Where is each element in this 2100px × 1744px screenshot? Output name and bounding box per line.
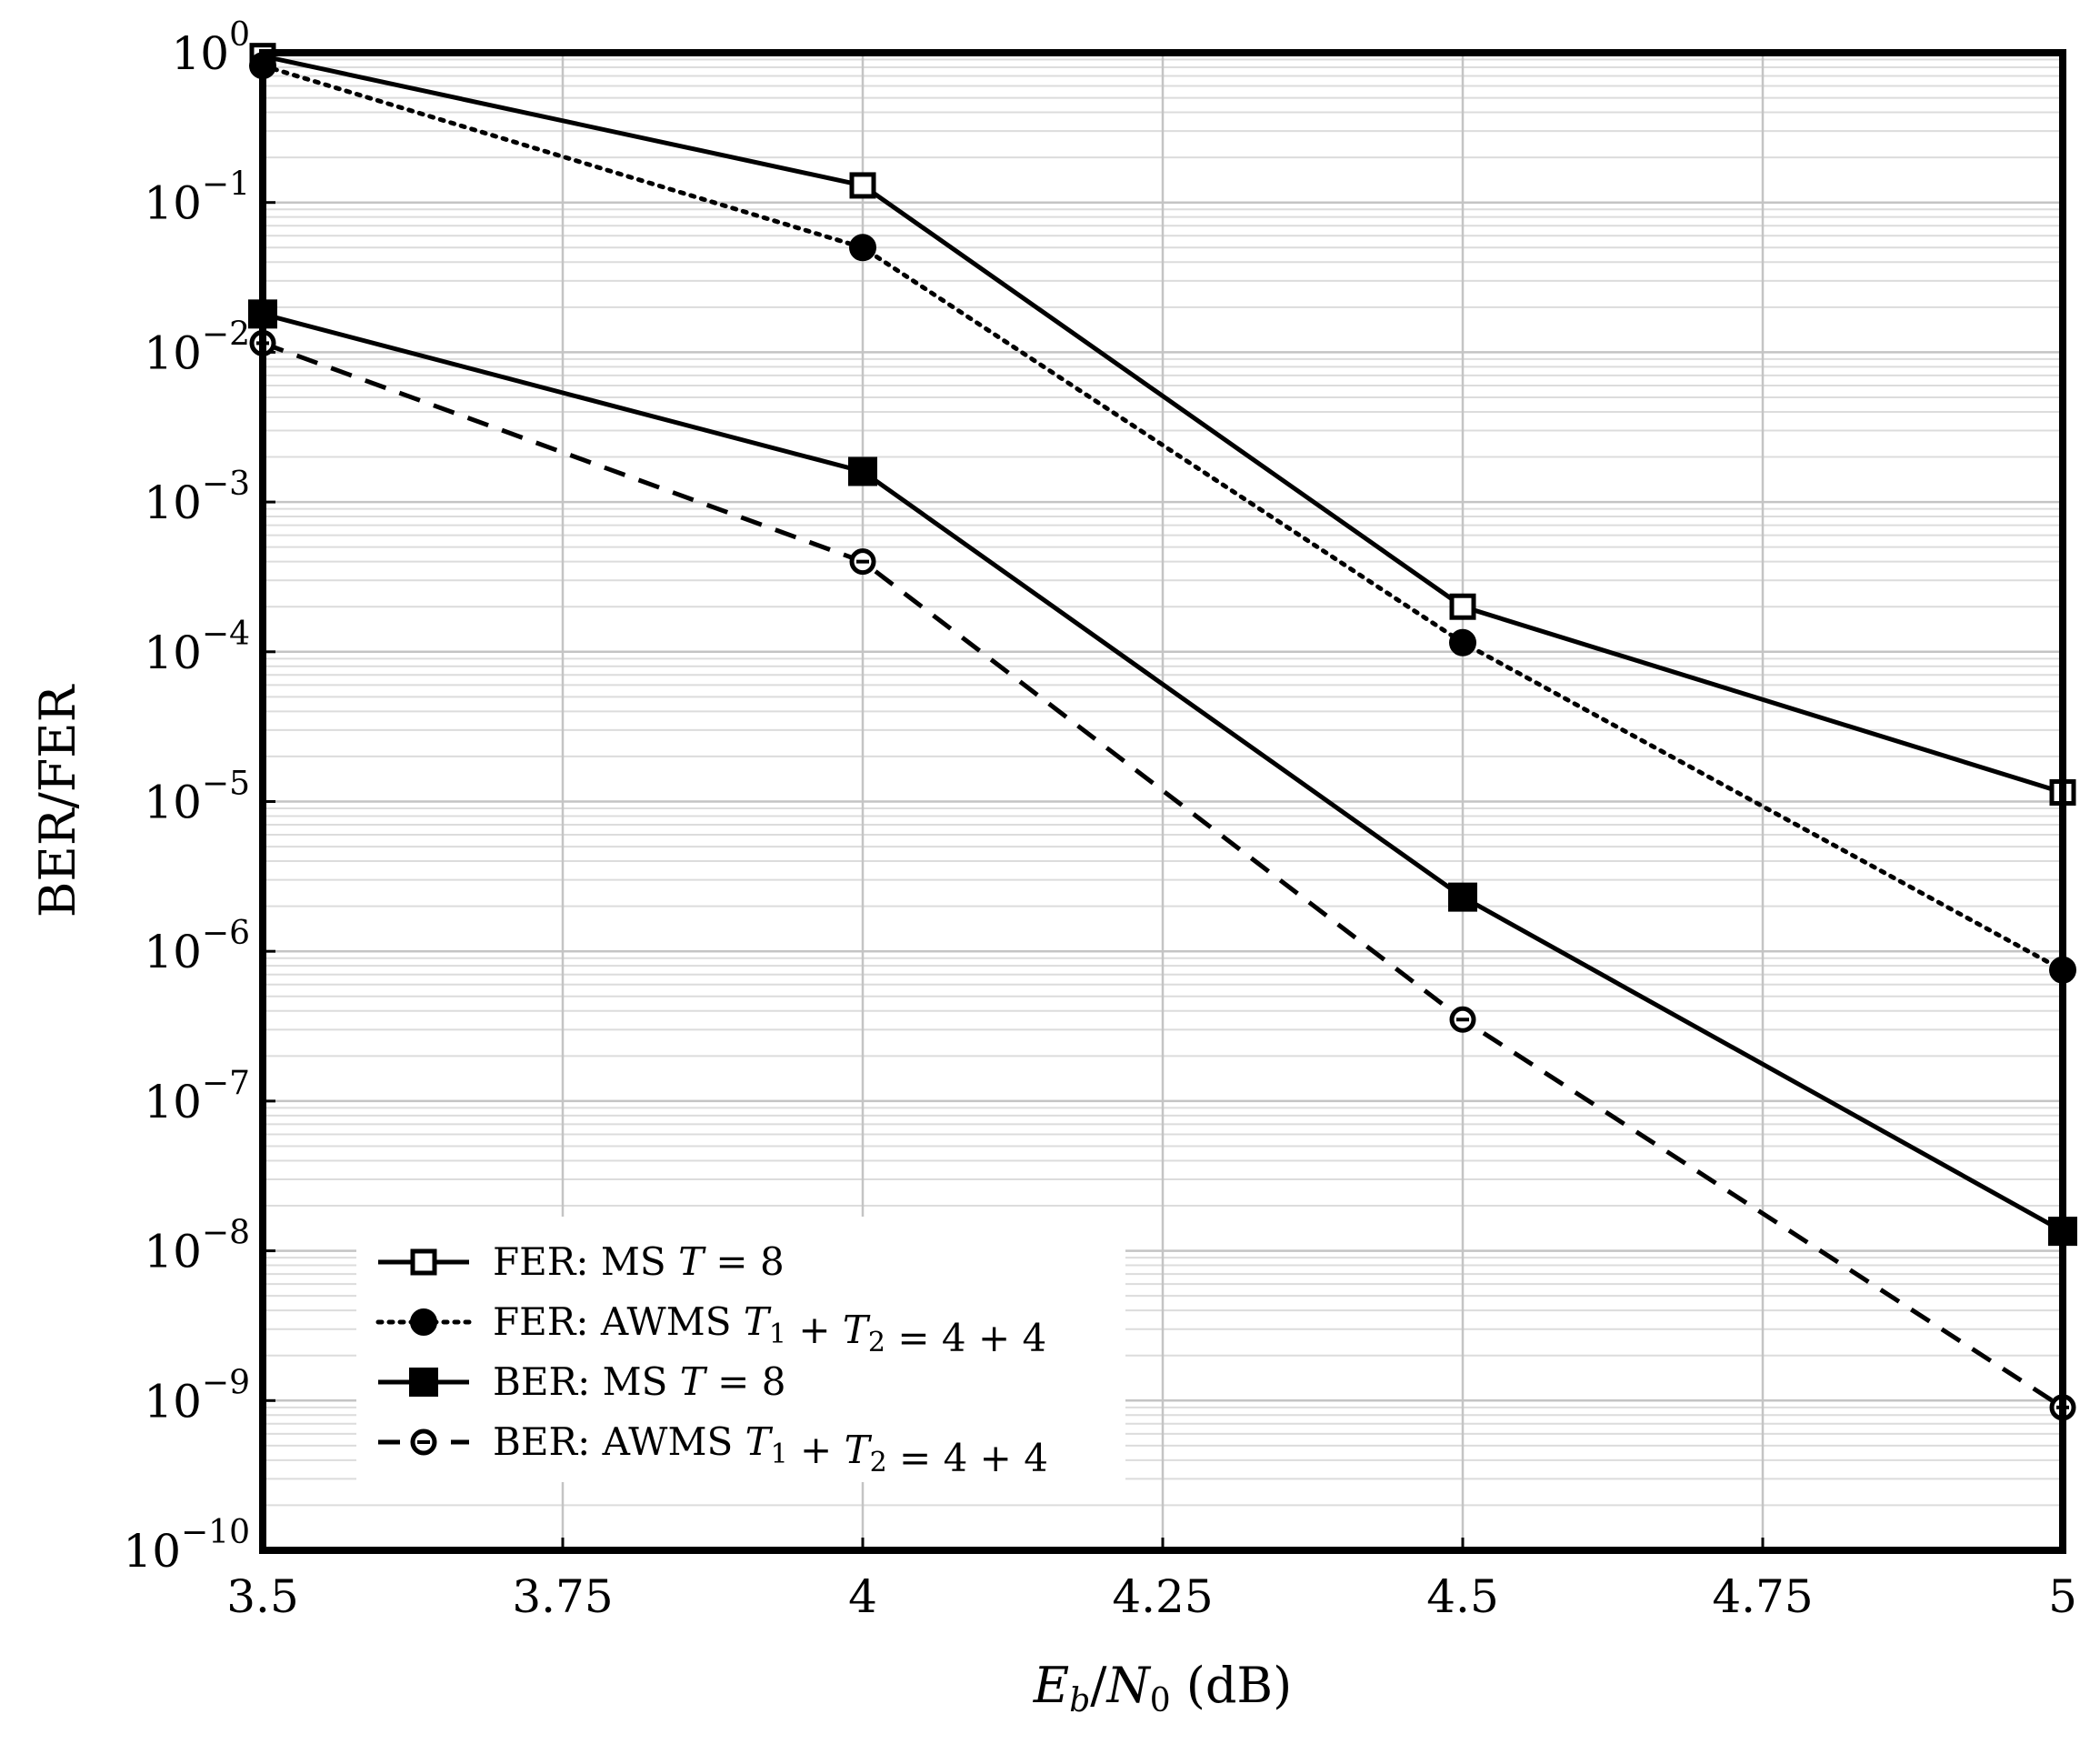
x-tick-label: 4.5 — [1426, 1570, 1499, 1623]
y-axis-ticks: 100 10−1 10−2 10−3 10−4 10−5 10−6 10−7 10−8 10−9 1… — [123, 16, 275, 1578]
y-tick-label: 10−7 — [144, 1065, 250, 1128]
marker-circle-filled — [849, 234, 876, 262]
series-line — [262, 311, 2065, 1234]
y-axis-title: BER/FER — [29, 684, 86, 917]
series-line — [262, 54, 2064, 795]
marker-square-open — [1449, 593, 1476, 620]
legend-entry: BER: AWMS T1 + T2 = 4 + 4 — [378, 1419, 1048, 1480]
x-tick-label: 3.75 — [512, 1570, 613, 1623]
series-3 — [248, 299, 2077, 1247]
marker-square-open — [849, 172, 876, 199]
series-line — [260, 63, 2065, 973]
legend-entry: BER: MS T = 8 — [378, 1359, 785, 1404]
x-axis-ticks: 3.5 3.75 4 4.25 4.5 4.75 5 — [226, 1538, 2077, 1623]
marker-circle-filled — [410, 1308, 437, 1336]
x-axis-title: Eb/N0 (dB) — [1033, 1657, 1292, 1719]
legend-label: BER: AWMS T1 + T2 = 4 + 4 — [493, 1419, 1048, 1480]
marker-square-filled — [409, 1368, 438, 1397]
y-tick-label: 10−5 — [144, 766, 250, 829]
y-tick-label: 10−4 — [144, 616, 250, 679]
y-tick-label: 10−3 — [144, 466, 250, 529]
legend-entry: FER: AWMS T1 + T2 = 4 + 4 — [375, 1299, 1046, 1360]
x-tick-label: 4.75 — [1712, 1570, 1813, 1623]
y-tick-label: 10−6 — [144, 915, 250, 978]
y-tick-label: 10−9 — [144, 1364, 250, 1428]
legend-entry: FER: MS T = 8 — [378, 1239, 785, 1284]
marker-square-filled — [1448, 882, 1477, 912]
legend-label: FER: MS T = 8 — [493, 1239, 785, 1284]
marker-circle-open — [410, 1428, 437, 1456]
x-tick-label: 4.25 — [1112, 1570, 1213, 1623]
x-tick-label: 4 — [848, 1570, 877, 1623]
series-line — [262, 341, 2065, 1409]
y-tick-label: 10−10 — [123, 1514, 250, 1578]
y-tick-label: 10−8 — [144, 1215, 250, 1278]
x-tick-label: 3.5 — [226, 1570, 299, 1623]
legend-label: BER: MS T = 8 — [493, 1359, 785, 1404]
marker-square-filled — [848, 456, 877, 486]
x-tick-label: 5 — [2048, 1570, 2077, 1623]
legend-label: FER: AWMS T1 + T2 = 4 + 4 — [493, 1299, 1046, 1360]
marker-circle-filled — [1449, 628, 1476, 657]
y-tick-label: 10−1 — [144, 166, 250, 230]
y-tick-label: 100 — [171, 16, 250, 80]
marker-circle-open — [849, 548, 876, 576]
y-tick-label: 10−2 — [144, 316, 250, 379]
marker-square-open — [410, 1248, 437, 1276]
legend-box — [356, 1217, 1125, 1482]
marker-circle-open — [1449, 1006, 1476, 1033]
